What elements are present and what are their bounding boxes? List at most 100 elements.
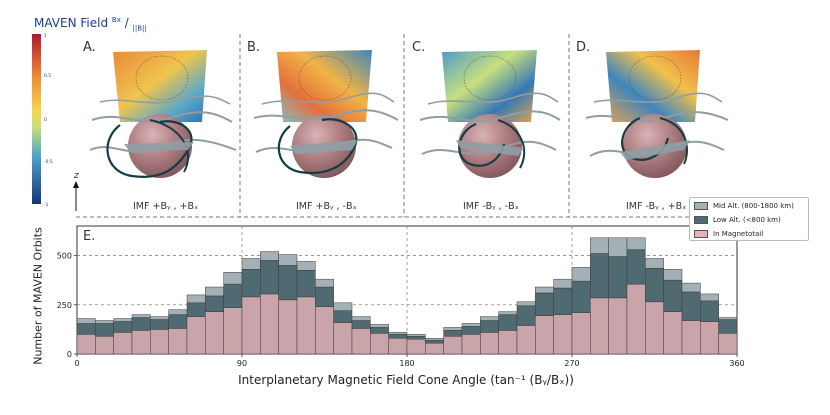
bar-low-alt xyxy=(425,339,444,344)
bar-tail xyxy=(223,307,243,355)
bar-mid-alt xyxy=(76,318,96,324)
bar-tail xyxy=(296,296,316,355)
panel-c-field-map xyxy=(442,50,537,122)
bar-tail xyxy=(113,332,133,355)
bar-mid-alt xyxy=(223,272,243,285)
colorbar-tick-1: 1 xyxy=(44,33,47,39)
z-axis-arrow-icon xyxy=(73,181,79,211)
bar-tail xyxy=(571,312,591,355)
x-tick-label: 270 xyxy=(564,359,579,368)
bar-low-alt xyxy=(76,323,96,335)
bar-mid-alt xyxy=(150,316,169,320)
legend-item-tail: In Magnetotail xyxy=(694,228,808,240)
legend-label-mid: Mid Alt. (800-1800 km) xyxy=(713,202,794,210)
bar-tail xyxy=(351,328,371,355)
bar-tail xyxy=(480,332,499,355)
bar-low-alt xyxy=(663,279,683,312)
panel-c-label: IMF -Bᵧ , -Bₓ xyxy=(463,201,519,212)
bar-tail xyxy=(718,333,738,355)
bar-mid-alt xyxy=(443,327,463,331)
bar-low-alt xyxy=(113,321,133,333)
bar-mid-alt xyxy=(718,317,738,320)
bar-tail xyxy=(663,311,683,355)
bar-mid-alt xyxy=(535,286,554,294)
bar-low-alt xyxy=(131,317,151,331)
panel-b-visualization xyxy=(253,50,399,178)
bar-tail xyxy=(681,320,701,355)
bar-tail xyxy=(186,316,206,355)
panel-a-field-map xyxy=(113,50,207,122)
y-tick-label: 0 xyxy=(67,350,72,359)
bar-mid-alt xyxy=(260,251,279,261)
bar-mid-alt xyxy=(700,293,719,302)
bar-low-alt xyxy=(260,260,279,295)
bar-low-alt xyxy=(241,269,261,298)
bar-low-alt xyxy=(516,305,536,326)
bar-tail xyxy=(260,293,279,355)
panel-a-label: IMF +Bᵧ , +Bₓ xyxy=(133,201,199,212)
bar-mid-alt xyxy=(370,324,389,328)
bar-mid-alt xyxy=(296,261,316,271)
bar-low-alt xyxy=(590,253,609,299)
bar-tail xyxy=(645,301,664,355)
bar-tail xyxy=(150,329,169,355)
bar-tail xyxy=(406,338,426,355)
x-tick-label: 0 xyxy=(74,359,79,368)
histogram: 0 90 180 270 360 0 250 500 E. xyxy=(57,225,745,368)
bar-mid-alt xyxy=(461,323,481,327)
bar-tail xyxy=(590,297,609,355)
bar-low-alt xyxy=(681,291,701,321)
panel-d-label: IMF -Bᵧ , +Bₓ xyxy=(626,201,687,212)
legend-label-low: Low Alt. (<800 km) xyxy=(713,216,781,224)
bar-mid-alt xyxy=(278,254,298,266)
bar-low-alt xyxy=(700,300,719,322)
bar-mid-alt xyxy=(205,286,224,297)
legend-swatch-tail xyxy=(694,230,708,238)
bar-tail xyxy=(443,336,463,355)
bar-mid-alt xyxy=(333,302,353,311)
panel-d-letter: D. xyxy=(576,40,591,55)
bar-tail xyxy=(278,299,298,355)
x-ticks: 0 90 180 270 360 xyxy=(74,354,745,368)
legend-label-tail: In Magnetotail xyxy=(713,230,764,238)
bar-tail xyxy=(461,334,481,355)
colorbar-tick-0: 0 xyxy=(44,117,47,123)
panel-a-letter: A. xyxy=(83,40,96,55)
panel-a-visualization xyxy=(89,50,237,178)
bar-tail xyxy=(388,337,408,355)
bar-mid-alt xyxy=(241,258,261,270)
colorbar-title: MAVEN Field Bx / ||B|| xyxy=(34,16,147,33)
bar-low-alt xyxy=(498,314,518,331)
bar-low-alt xyxy=(95,323,114,337)
bar-mid-alt xyxy=(626,237,646,250)
bar-tail xyxy=(700,321,719,355)
bar-low-alt xyxy=(150,319,169,330)
y-ticks: 0 250 500 xyxy=(57,252,77,359)
bar-mid-alt xyxy=(681,282,701,293)
bar-tail xyxy=(370,333,389,355)
bar-low-alt xyxy=(553,287,573,315)
y-axis-label: Number of MAVEN Orbits xyxy=(31,227,45,365)
bar-low-alt xyxy=(406,336,426,340)
bar-mid-alt xyxy=(113,318,133,322)
bar-mid-alt xyxy=(516,301,536,307)
bar-mid-alt xyxy=(95,320,114,324)
bar-mid-alt xyxy=(388,332,408,335)
bar-low-alt xyxy=(205,295,224,312)
bar-low-alt xyxy=(461,326,481,335)
panel-c-letter: C. xyxy=(412,40,426,55)
panel-b-label: IMF +Bᵧ , -Bₓ xyxy=(296,201,357,212)
panel-e-letter: E. xyxy=(83,229,95,244)
bar-tail xyxy=(315,306,334,355)
bar-tail xyxy=(205,311,224,355)
bar-mid-alt xyxy=(315,278,334,288)
bar-tail xyxy=(535,315,554,355)
x-tick-label: 360 xyxy=(729,359,744,368)
bar-tail xyxy=(168,328,188,355)
bar-mid-alt xyxy=(553,278,573,289)
bar-mid-alt xyxy=(131,314,151,318)
bar-tail xyxy=(553,314,573,355)
bar-low-alt xyxy=(315,286,334,307)
bar-low-alt xyxy=(626,249,646,285)
legend-swatch-mid xyxy=(694,202,708,210)
